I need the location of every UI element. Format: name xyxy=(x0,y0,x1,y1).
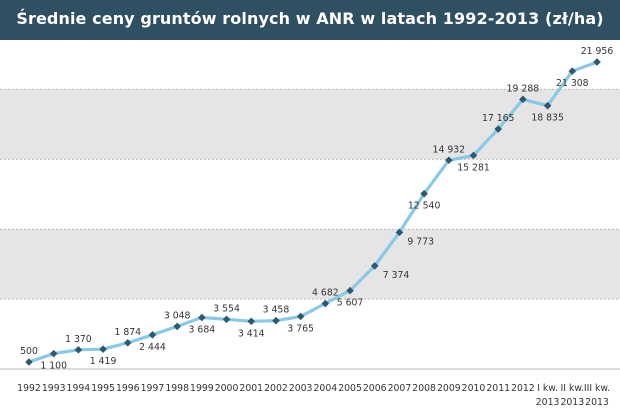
data-point xyxy=(247,317,256,326)
x-tick-label: 2005 xyxy=(338,383,362,394)
data-point xyxy=(25,358,33,366)
data-label: 19 288 xyxy=(507,83,540,94)
data-point xyxy=(568,67,577,75)
data-label: 3 458 xyxy=(263,305,290,316)
data-label: 3 414 xyxy=(238,328,265,339)
x-tick-label: 2011 xyxy=(486,383,510,394)
data-point xyxy=(198,313,206,322)
x-tick-label: 2000 xyxy=(215,383,239,394)
x-tick-label: I kw. xyxy=(537,383,558,394)
x-tick-label: 2006 xyxy=(363,383,387,394)
data-label: 3 048 xyxy=(164,310,191,321)
data-label: 3 765 xyxy=(287,323,314,334)
data-label: 14 932 xyxy=(433,144,466,155)
data-label: 3 554 xyxy=(213,303,240,314)
x-tick-label-line2: 2013 xyxy=(536,397,560,408)
data-label: 3 684 xyxy=(189,324,216,335)
data-point xyxy=(148,331,157,339)
data-label: 12 540 xyxy=(408,201,441,212)
band xyxy=(0,89,620,160)
x-tick-label: 1992 xyxy=(17,383,41,394)
data-point xyxy=(519,95,527,104)
x-tick-label: 2012 xyxy=(511,383,535,394)
grid-lines xyxy=(0,88,620,370)
data-point xyxy=(123,339,132,347)
x-tick-labels: 1992 1993 1994 1995 1996 1997 1998 1999 2000 2001… xyxy=(17,383,610,408)
data-label: 21 956 xyxy=(581,46,614,57)
data-label: 2 444 xyxy=(139,342,166,353)
data-label: 9 773 xyxy=(407,236,434,247)
data-label: 4 682 xyxy=(312,288,339,299)
data-point xyxy=(99,345,107,353)
x-tick-label: 1993 xyxy=(42,383,66,394)
data-point xyxy=(445,156,453,165)
data-label: 18 835 xyxy=(531,113,564,124)
series-line xyxy=(28,60,598,364)
x-tick-label: 2010 xyxy=(462,383,486,394)
data-point xyxy=(272,316,280,325)
x-tick-label-line2: 2013 xyxy=(585,397,609,408)
band xyxy=(0,229,620,300)
data-point xyxy=(49,349,58,358)
data-point xyxy=(469,151,478,160)
x-tick-label-line2: 2013 xyxy=(560,397,584,408)
x-tick-label: 2004 xyxy=(314,383,338,394)
x-tick-label: 2009 xyxy=(437,383,461,394)
x-tick-label: 1998 xyxy=(165,383,189,394)
x-tick-label: 2008 xyxy=(412,383,436,394)
data-label: 21 308 xyxy=(556,78,589,89)
data-point xyxy=(74,346,83,354)
data-label: 1 370 xyxy=(65,334,92,345)
data-label: 1 874 xyxy=(114,327,141,338)
x-tick-label: 1999 xyxy=(190,383,214,394)
data-point xyxy=(173,322,181,331)
x-tick-label: 2001 xyxy=(239,383,263,394)
data-label: 17 165 xyxy=(482,113,515,124)
data-point xyxy=(222,315,231,324)
x-tick-label: 1997 xyxy=(141,383,165,394)
data-label: 1 419 xyxy=(90,356,117,367)
x-tick-label: 1995 xyxy=(91,383,115,394)
x-tick-label: II kw. xyxy=(561,383,585,394)
chart-title: Średnie ceny gruntów rolnych w ANR w lat… xyxy=(16,9,604,28)
data-point xyxy=(321,299,330,308)
data-point xyxy=(593,58,601,66)
data-markers xyxy=(25,58,601,366)
data-label: 500 xyxy=(20,346,38,357)
data-label: 5 607 xyxy=(337,298,364,309)
x-tick-label: 2002 xyxy=(264,383,288,394)
data-point xyxy=(296,312,305,321)
x-tick-label: 2007 xyxy=(388,383,412,394)
data-point xyxy=(494,125,503,133)
data-label: 7 374 xyxy=(383,270,410,281)
data-point xyxy=(395,228,404,237)
x-tick-label: 1996 xyxy=(116,383,140,394)
data-label: 1 100 xyxy=(40,361,67,372)
data-point xyxy=(420,189,428,198)
data-point xyxy=(543,101,552,110)
data-point xyxy=(370,262,379,270)
x-tick-label: 2003 xyxy=(289,383,313,394)
x-tick-label: III kw. xyxy=(584,383,610,394)
x-tick-label: 1994 xyxy=(67,383,91,394)
title-bar: Średnie ceny gruntów rolnych w ANR w lat… xyxy=(0,0,620,40)
background-bands xyxy=(0,89,620,300)
data-label: 15 281 xyxy=(457,162,490,173)
data-point xyxy=(346,286,354,295)
